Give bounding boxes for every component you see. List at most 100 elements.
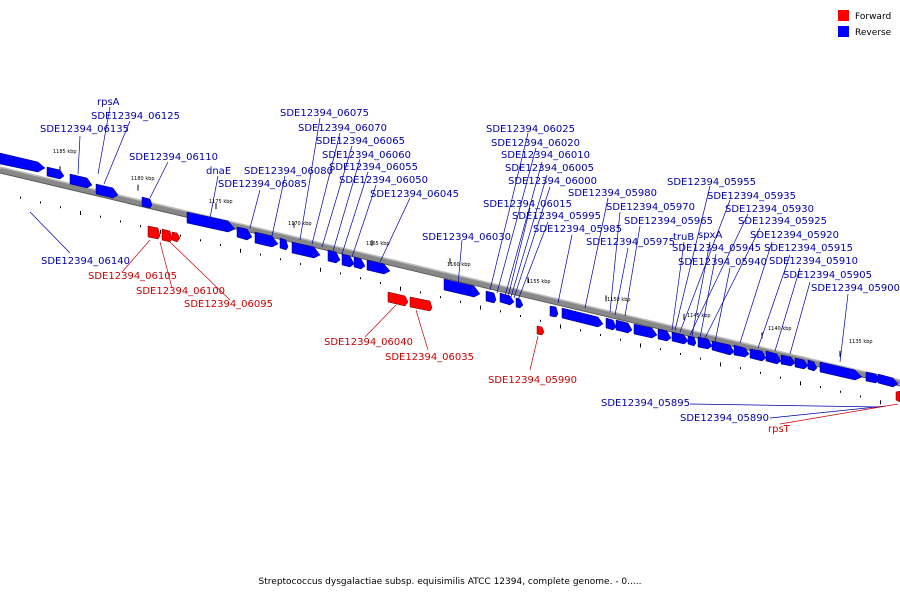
gene-label: SDE12394_05935 <box>707 191 796 202</box>
gene-label: SDE12394_05940 <box>678 257 767 268</box>
gene-label: SDE12394_06135 <box>40 124 129 135</box>
gene-label: SDE12394_05910 <box>769 256 858 267</box>
ring-dot <box>260 253 261 256</box>
legend-label-reverse: Reverse <box>855 28 892 38</box>
ring-dot <box>560 324 561 329</box>
scale-label: 1175 kbp <box>209 199 233 205</box>
ring-dot <box>100 215 101 218</box>
gene-label: SDE12394_06045 <box>370 189 459 200</box>
gene-label: SDE12394_06070 <box>298 123 387 134</box>
gene-label: rpsT <box>768 424 791 435</box>
ring-dot <box>20 196 21 199</box>
scale-label: 1135 kbp <box>849 339 873 345</box>
gene-label: SDE12394_05925 <box>738 216 827 227</box>
gene-label: SDE12394_05915 <box>764 243 853 254</box>
ring-dot <box>520 315 521 318</box>
gene-label: dnaE <box>206 166 231 177</box>
gene-label: SDE12394_06095 <box>184 299 273 310</box>
gene-label: SDE12394_06140 <box>41 256 130 267</box>
ring-dot <box>840 390 841 393</box>
figure-caption: Streptococcus dysgalactiae subsp. equisi… <box>258 577 642 587</box>
gene-labels: rpsA SDE12394_06125 SDE12394_06135 SDE12… <box>40 97 900 435</box>
ring-dot <box>160 229 161 234</box>
scale-label: 1165 kbp <box>366 241 390 247</box>
ring-dot <box>140 225 141 228</box>
leader-lines <box>29 106 899 425</box>
ring-dot <box>440 296 441 299</box>
ring-dot <box>380 281 381 284</box>
gene-label: SDE12394_05895 <box>601 398 690 409</box>
scale-label: 1185 kbp <box>53 149 77 155</box>
scale-label: 1155 kbp <box>527 279 551 285</box>
gene-label: SDE12394_05955 <box>667 177 756 188</box>
gene-label: SDE12394_05980 <box>568 188 657 199</box>
ring-dot <box>720 362 721 367</box>
ring-dot <box>540 319 541 322</box>
inner-ring-dots <box>20 196 881 405</box>
ring-dot <box>280 258 281 261</box>
scale-label: 1140 kbp <box>768 326 792 332</box>
ring-dot <box>700 357 701 360</box>
legend-label-forward: Forward <box>855 12 891 22</box>
gene-label: SDE12394_05975 <box>586 237 675 248</box>
gene-label: SDE12394_05930 <box>725 204 814 215</box>
ring-dot <box>360 277 361 280</box>
legend-swatch-reverse <box>838 26 849 37</box>
legend: Forward Reverse <box>838 10 892 38</box>
ring-dot <box>880 400 881 405</box>
ring-dot <box>640 343 641 348</box>
ring-dot <box>680 352 681 355</box>
ring-dot <box>780 376 781 379</box>
gene-label: SDE12394_06035 <box>385 352 474 363</box>
scale-label: 1150 kbp <box>607 297 631 303</box>
ring-dot <box>620 338 621 341</box>
gene-label: SDE12394_06105 <box>88 271 177 282</box>
gene-label: SDE12394_05890 <box>680 413 769 424</box>
ring-dot <box>800 381 801 386</box>
gene-label: SDE12394_06050 <box>339 175 428 186</box>
gene-label: SDE12394_06010 <box>501 150 590 161</box>
gene-label: SDE12394_06080 <box>244 166 333 177</box>
ring-dot <box>500 310 501 313</box>
gene-label: SDE12394_05900 <box>811 283 900 294</box>
scale-label: 1160 kbp <box>447 262 471 268</box>
gene-label: SDE12394_06055 <box>329 162 418 173</box>
gene-label: SDE12394_05990 <box>488 375 577 386</box>
scale-label: 1170 kbp <box>288 221 312 227</box>
ring-dot <box>860 395 861 398</box>
forward-genes <box>147 225 900 403</box>
legend-swatch-forward <box>838 10 849 21</box>
ring-dot <box>600 334 601 336</box>
ring-dot <box>180 234 181 237</box>
gene-label: SDE12394_06075 <box>280 108 369 119</box>
gene-label: SDE12394_05965 <box>624 216 713 227</box>
ring-dot <box>400 286 401 291</box>
ring-dot <box>40 201 41 204</box>
ring-dot <box>300 263 301 265</box>
gene-label: SDE12394_06125 <box>91 111 180 122</box>
gene-label: rpsA <box>97 97 120 108</box>
gene-label: SDE12394_06110 <box>129 152 218 163</box>
gene-label: SDE12394_06060 <box>322 150 411 161</box>
ring-dot <box>480 305 481 310</box>
reverse-genes <box>0 152 899 388</box>
ring-dot <box>760 371 761 374</box>
gene-label: SDE12394_05970 <box>606 202 695 213</box>
gene-label: SDE12394_06030 <box>422 232 511 243</box>
scale-label: 1180 kbp <box>131 176 155 182</box>
gene-label: SDE12394_05945 <box>672 243 761 254</box>
gene-label: SDE12394_06020 <box>491 138 580 149</box>
gene-label: SDE12394_06000 <box>508 176 597 187</box>
gene-label: SDE12394_05905 <box>783 270 872 281</box>
ring-dot <box>60 206 61 209</box>
ring-dot <box>820 386 821 389</box>
gene-label: SDE12394_05920 <box>750 230 839 241</box>
gene-label: spxA <box>698 230 722 241</box>
ring-dot <box>660 348 661 351</box>
gene-label: SDE12394_05985 <box>533 224 622 235</box>
gene-label: truB <box>673 232 694 243</box>
ring-dot <box>420 291 421 294</box>
ring-dot <box>240 248 241 253</box>
gene-label: SDE12394_06085 <box>218 179 307 190</box>
